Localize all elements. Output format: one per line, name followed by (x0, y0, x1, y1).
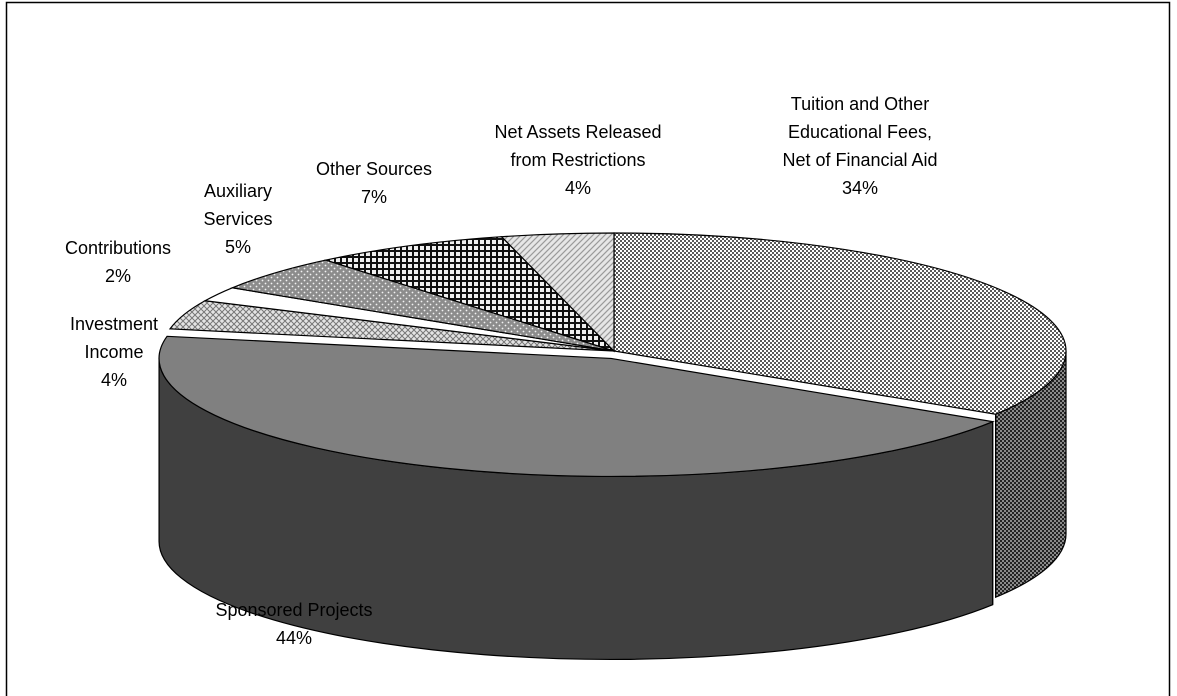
slice-label-tuition: Tuition and Other Educational Fees, Net … (782, 94, 937, 198)
slice-top-other-sources (323, 236, 615, 352)
value-investment: 4% (101, 370, 127, 390)
slice-top-sponsored-projects (158, 335, 995, 478)
label-net-assets-line2: from Restrictions (510, 150, 645, 170)
label-tuition-line2: Educational Fees, (788, 122, 932, 142)
slice-top-net-assets-released (500, 232, 615, 353)
slice-label-contributions: Contributions 2% (65, 238, 171, 286)
slice-label-sponsored: Sponsored Projects 44% (215, 600, 372, 648)
slice-label-other-sources: Other Sources 7% (316, 159, 432, 207)
slice-top-auxiliary (230, 259, 615, 352)
slice-top-tuition-and-other (613, 232, 1067, 415)
pie-top-faces (158, 232, 1067, 478)
value-contributions: 2% (105, 266, 131, 286)
label-investment-line2: Income (84, 342, 143, 362)
slice-label-net-assets: Net Assets Released from Restrictions 4% (494, 122, 661, 198)
label-contributions-line1: Contributions (65, 238, 171, 258)
value-sponsored: 44% (276, 628, 312, 648)
label-other-sources-line1: Other Sources (316, 159, 432, 179)
slice-label-investment: Investment Income 4% (70, 314, 158, 390)
label-auxiliary-line1: Auxiliary (204, 181, 272, 201)
label-auxiliary-line2: Services (203, 209, 272, 229)
label-sponsored-line1: Sponsored Projects (215, 600, 372, 620)
value-tuition: 34% (842, 178, 878, 198)
pie-side-walls (158, 350, 1067, 661)
value-auxiliary: 5% (225, 237, 251, 257)
label-net-assets-line1: Net Assets Released (494, 122, 661, 142)
label-tuition-line3: Net of Financial Aid (782, 150, 937, 170)
label-investment-line1: Investment (70, 314, 158, 334)
slice-label-auxiliary: Auxiliary Services 5% (203, 181, 272, 257)
value-other-sources: 7% (361, 187, 387, 207)
value-net-assets: 4% (565, 178, 591, 198)
label-tuition-line1: Tuition and Other (791, 94, 929, 114)
